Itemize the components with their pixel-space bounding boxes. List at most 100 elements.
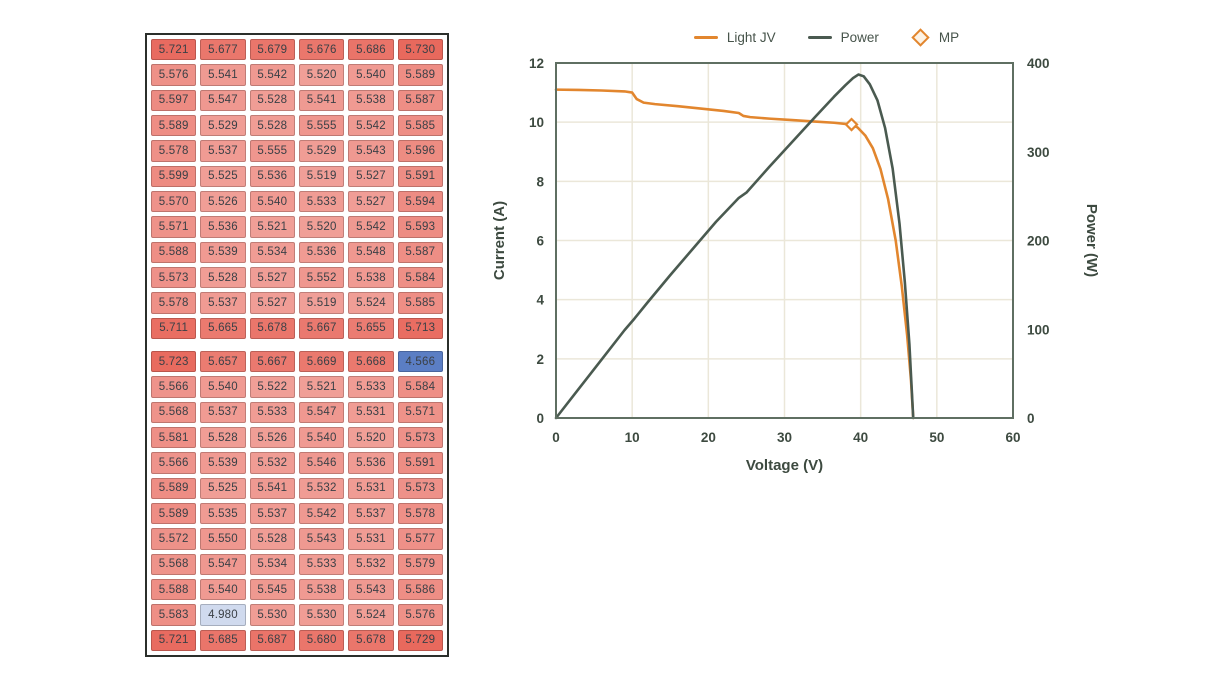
grid-cell[interactable]: 5.686 (348, 39, 394, 61)
grid-cell[interactable]: 5.520 (298, 64, 345, 86)
grid-cell[interactable]: 5.538 (348, 267, 394, 289)
grid-cell[interactable]: 5.529 (298, 140, 345, 162)
grid-cell[interactable]: 5.596 (397, 140, 443, 162)
grid-cell[interactable]: 5.522 (249, 376, 295, 398)
grid-cell[interactable]: 5.541 (298, 89, 345, 111)
grid-cell[interactable]: 5.539 (200, 241, 246, 263)
grid-cell[interactable]: 5.548 (348, 241, 394, 263)
grid-cell[interactable]: 5.584 (397, 267, 443, 289)
grid-cell[interactable]: 5.537 (200, 140, 246, 162)
grid-cell[interactable]: 5.578 (397, 503, 443, 525)
grid-cell[interactable]: 5.533 (298, 553, 345, 575)
grid-cell[interactable]: 5.667 (298, 317, 345, 339)
grid-cell[interactable]: 5.591 (397, 452, 443, 474)
grid-cell[interactable]: 5.532 (249, 452, 295, 474)
grid-cell[interactable]: 5.585 (397, 292, 443, 314)
grid-cell[interactable]: 5.533 (298, 191, 345, 213)
grid-cell[interactable]: 5.680 (298, 629, 345, 651)
grid-cell[interactable]: 5.579 (397, 553, 443, 575)
grid-cell[interactable]: 5.571 (397, 401, 443, 423)
grid-cell[interactable]: 5.540 (200, 579, 246, 601)
grid-cell[interactable]: 5.589 (151, 477, 197, 499)
grid-cell[interactable]: 5.541 (249, 477, 295, 499)
grid-cell[interactable]: 5.535 (200, 503, 246, 525)
grid-cell[interactable]: 5.678 (249, 317, 295, 339)
grid-cell[interactable]: 5.685 (200, 629, 246, 651)
grid-cell[interactable]: 5.538 (348, 89, 394, 111)
grid-cell[interactable]: 5.721 (151, 39, 197, 61)
grid-cell[interactable]: 5.524 (348, 292, 394, 314)
grid-cell[interactable]: 5.713 (397, 317, 443, 339)
grid-cell[interactable]: 5.571 (151, 216, 197, 238)
grid-cell[interactable]: 5.526 (249, 427, 295, 449)
grid-cell[interactable]: 5.545 (249, 579, 295, 601)
grid-cell[interactable]: 5.519 (298, 292, 345, 314)
grid-cell[interactable]: 5.586 (397, 579, 443, 601)
grid-cell[interactable]: 5.665 (200, 317, 246, 339)
grid-cell[interactable]: 5.537 (249, 503, 295, 525)
grid-cell[interactable]: 5.657 (200, 351, 246, 373)
grid-cell[interactable]: 5.527 (249, 267, 295, 289)
grid-cell[interactable]: 5.528 (249, 115, 295, 137)
grid-cell[interactable]: 5.723 (151, 351, 197, 373)
grid-cell[interactable]: 5.519 (298, 165, 345, 187)
grid-cell[interactable]: 5.655 (348, 317, 394, 339)
grid-cell[interactable]: 5.597 (151, 89, 197, 111)
grid-cell[interactable]: 5.540 (348, 64, 394, 86)
grid-cell[interactable]: 5.667 (249, 351, 295, 373)
grid-cell[interactable]: 5.533 (249, 401, 295, 423)
grid-cell[interactable]: 5.669 (298, 351, 345, 373)
grid-cell[interactable]: 5.537 (348, 503, 394, 525)
grid-cell[interactable]: 5.589 (151, 503, 197, 525)
grid-cell[interactable]: 5.588 (151, 241, 197, 263)
power-curve[interactable] (554, 73, 915, 420)
grid-cell[interactable]: 5.531 (348, 401, 394, 423)
grid-cell[interactable]: 5.531 (348, 477, 394, 499)
grid-cell[interactable]: 5.581 (151, 427, 197, 449)
grid-cell[interactable]: 4.566 (397, 351, 443, 373)
grid-cell[interactable]: 5.521 (298, 376, 345, 398)
grid-cell[interactable]: 5.536 (298, 241, 345, 263)
grid-cell[interactable]: 5.542 (348, 216, 394, 238)
grid-cell[interactable]: 5.542 (348, 115, 394, 137)
grid-cell[interactable]: 5.539 (200, 452, 246, 474)
grid-cell[interactable]: 5.573 (151, 267, 197, 289)
grid-cell[interactable]: 5.536 (249, 165, 295, 187)
grid-cell[interactable]: 5.528 (200, 267, 246, 289)
grid-cell[interactable]: 5.573 (397, 477, 443, 499)
grid-cell[interactable]: 5.584 (397, 376, 443, 398)
grid-cell[interactable]: 5.589 (397, 64, 443, 86)
grid-cell[interactable]: 5.538 (298, 579, 345, 601)
grid-cell[interactable]: 5.568 (151, 553, 197, 575)
grid-cell[interactable]: 5.570 (151, 191, 197, 213)
mp-marker[interactable] (844, 117, 859, 132)
grid-cell[interactable]: 5.520 (298, 216, 345, 238)
grid-cell[interactable]: 5.587 (397, 241, 443, 263)
grid-cell[interactable]: 5.593 (397, 216, 443, 238)
grid-cell[interactable]: 5.540 (298, 427, 345, 449)
grid-cell[interactable]: 5.591 (397, 165, 443, 187)
grid-cell[interactable]: 5.542 (298, 503, 345, 525)
grid-cell[interactable]: 5.546 (298, 452, 345, 474)
grid-cell[interactable]: 5.729 (397, 629, 443, 651)
grid-cell[interactable]: 5.534 (249, 241, 295, 263)
grid-cell[interactable]: 5.730 (397, 39, 443, 61)
grid-cell[interactable]: 5.566 (151, 452, 197, 474)
grid-cell[interactable]: 5.530 (249, 604, 295, 626)
grid-cell[interactable]: 5.578 (151, 140, 197, 162)
grid-cell[interactable]: 5.576 (151, 64, 197, 86)
grid-cell[interactable]: 5.668 (348, 351, 394, 373)
grid-cell[interactable]: 4.980 (200, 604, 246, 626)
grid-cell[interactable]: 5.676 (298, 39, 345, 61)
grid-cell[interactable]: 5.568 (151, 401, 197, 423)
grid-cell[interactable]: 5.531 (348, 528, 394, 550)
grid-cell[interactable]: 5.529 (200, 115, 246, 137)
grid-cell[interactable]: 5.543 (348, 579, 394, 601)
grid-cell[interactable]: 5.594 (397, 191, 443, 213)
grid-cell[interactable]: 5.587 (397, 89, 443, 111)
grid-cell[interactable]: 5.528 (249, 528, 295, 550)
grid-cell[interactable]: 5.527 (348, 165, 394, 187)
grid-cell[interactable]: 5.527 (348, 191, 394, 213)
grid-cell[interactable]: 5.547 (200, 553, 246, 575)
legend-item-mp[interactable]: MP (911, 28, 959, 47)
